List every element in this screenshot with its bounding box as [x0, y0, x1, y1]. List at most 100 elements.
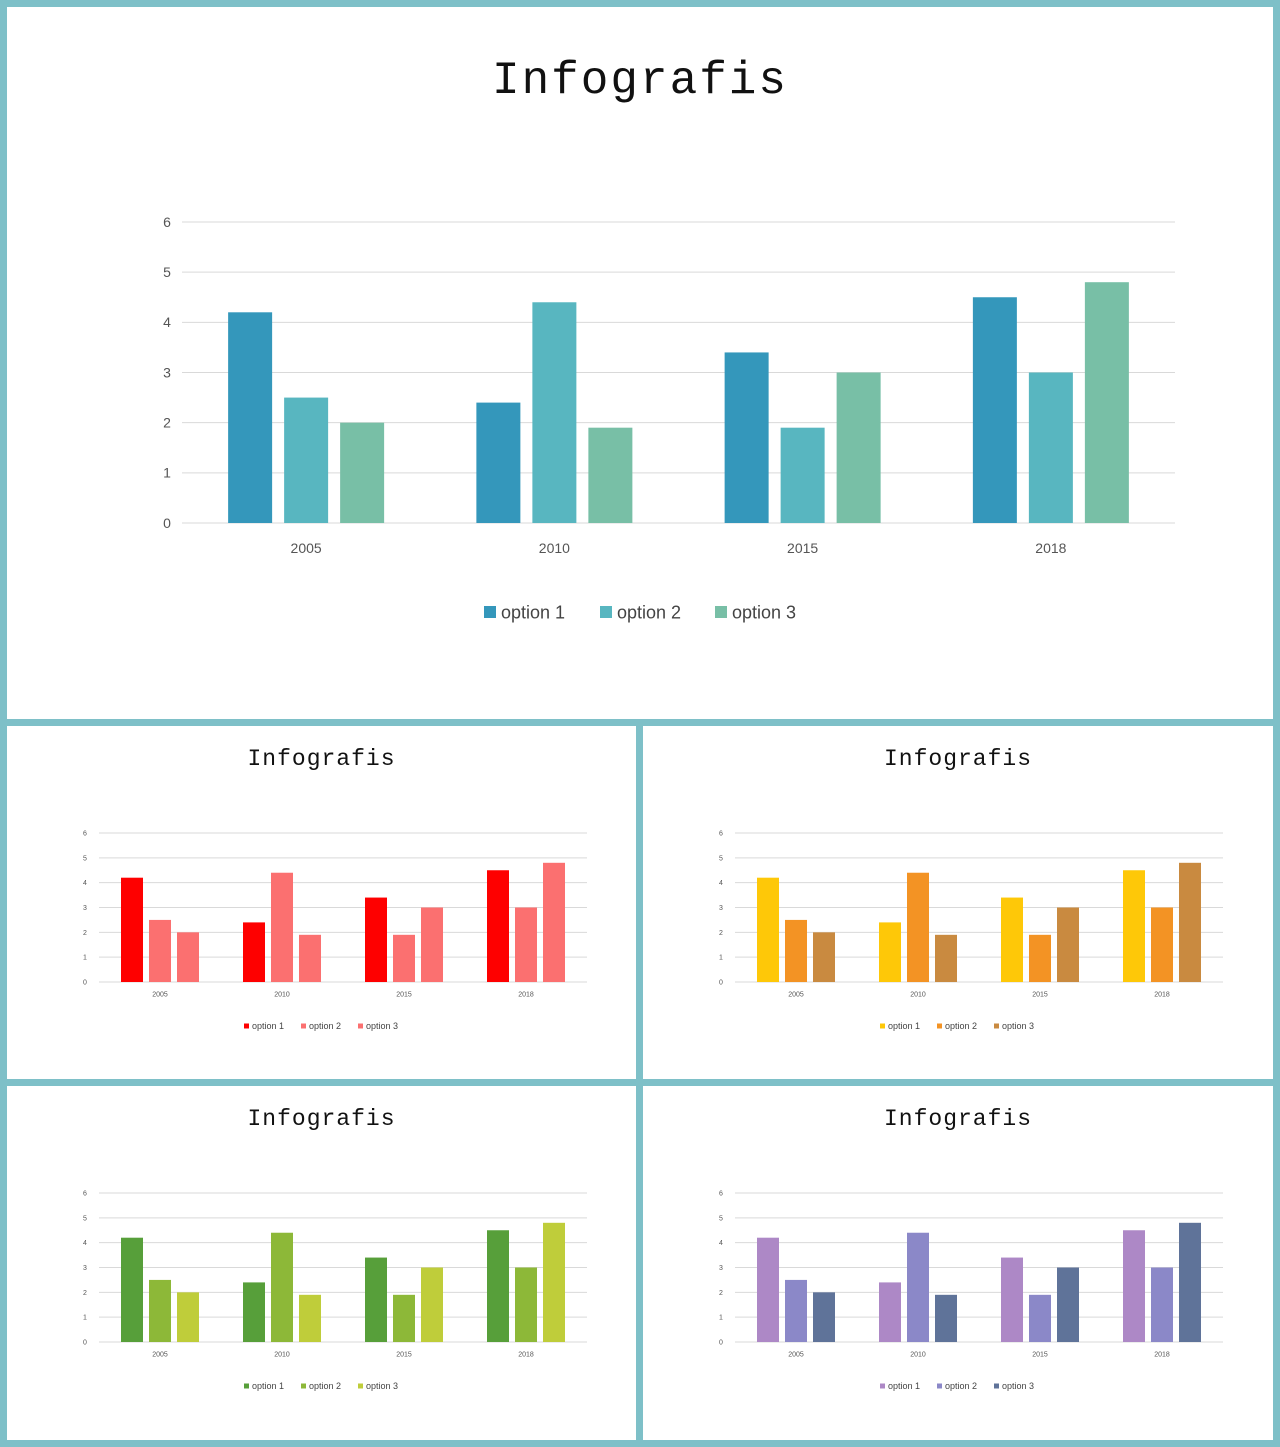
- bar-option-3: [813, 932, 835, 982]
- y-tick-label: 3: [83, 905, 87, 912]
- y-tick-label: 3: [83, 1265, 87, 1272]
- bar-option-3: [177, 1292, 199, 1342]
- slide-orange: Infografis 0 1 2 3 4 5 6 2005 2010 2015 2018 option…: [643, 726, 1273, 1079]
- bar-option-1: [487, 1230, 509, 1342]
- legend-swatch: [244, 1383, 249, 1389]
- slide-green: Infografis 0 1 2 3 4 5 6 2005 2010 2015 2018 option…: [7, 1086, 636, 1440]
- bar-option-1: [879, 1282, 901, 1342]
- y-tick-label: 0: [83, 1339, 87, 1346]
- bar-option-2: [1151, 1267, 1173, 1342]
- x-tick-label: 2005: [788, 1351, 804, 1358]
- legend-swatch: [937, 1023, 942, 1029]
- bar-option-1: [1123, 1230, 1145, 1342]
- slide-title: Infografis: [883, 746, 1033, 772]
- y-tick-label: 6: [83, 830, 87, 837]
- y-tick-label: 0: [163, 515, 171, 531]
- bar-option-1: [121, 877, 143, 982]
- y-tick-label: 2: [83, 930, 87, 937]
- bar-chart: 0 1 2 3 4 5 6 2005 2010 2015 2018 option 1 option 2 o…: [719, 1190, 1223, 1391]
- bar-option-2: [907, 872, 929, 982]
- bar-option-2: [532, 302, 577, 523]
- legend-label: option 2: [945, 1381, 977, 1391]
- bar-option-3: [1057, 1267, 1079, 1342]
- bar-option-1: [476, 402, 521, 523]
- slide-title: Infografis: [247, 746, 396, 772]
- bar-option-3: [543, 1222, 565, 1342]
- bar-option-1: [879, 922, 901, 982]
- legend-label: option 1: [252, 1381, 284, 1391]
- x-tick-label: 2005: [152, 991, 168, 998]
- bar-option-2: [1029, 934, 1051, 982]
- x-tick-label: 2010: [539, 540, 570, 556]
- bar-option-1: [1001, 897, 1023, 982]
- bar-option-3: [1179, 1222, 1201, 1342]
- bar-option-2: [1029, 1294, 1051, 1342]
- bar-option-1: [1001, 1257, 1023, 1342]
- y-tick-label: 2: [83, 1290, 87, 1297]
- x-tick-label: 2015: [1032, 1351, 1048, 1358]
- legend-label: option 2: [945, 1021, 977, 1031]
- bar-option-2: [393, 1294, 415, 1342]
- y-tick-label: 2: [163, 415, 171, 431]
- legend-swatch: [937, 1383, 942, 1389]
- bar-option-3: [421, 1267, 443, 1342]
- bar-option-3: [935, 1294, 957, 1342]
- x-tick-label: 2005: [152, 1351, 168, 1358]
- y-tick-label: 1: [83, 955, 87, 962]
- bar-option-1: [365, 897, 387, 982]
- y-tick-label: 4: [163, 314, 171, 330]
- y-tick-label: 1: [719, 955, 723, 962]
- bar-option-1: [243, 1282, 265, 1342]
- legend-swatch: [600, 606, 612, 618]
- bar-option-2: [785, 1279, 807, 1342]
- legend-swatch: [994, 1383, 999, 1389]
- bar-option-3: [1084, 282, 1129, 523]
- bar-option-2: [1028, 372, 1073, 523]
- legend-swatch: [358, 1023, 363, 1029]
- y-tick-label: 0: [719, 979, 723, 986]
- slide-title: Infografis: [491, 55, 789, 107]
- legend-label: option 1: [252, 1021, 284, 1031]
- bar-option-3: [813, 1292, 835, 1342]
- bar-option-3: [935, 934, 957, 982]
- legend-swatch: [301, 1383, 306, 1389]
- legend-swatch: [994, 1023, 999, 1029]
- bar-option-1: [757, 1237, 779, 1342]
- legend-swatch: [880, 1023, 885, 1029]
- y-tick-label: 5: [83, 1215, 87, 1222]
- legend-label: option 1: [888, 1021, 920, 1031]
- y-tick-label: 3: [719, 1265, 723, 1272]
- x-tick-label: 2010: [274, 991, 290, 998]
- y-tick-label: 4: [83, 1240, 87, 1247]
- x-tick-label: 2018: [518, 1351, 534, 1358]
- legend-label: option 2: [309, 1021, 341, 1031]
- legend-label: option 3: [1002, 1381, 1034, 1391]
- y-tick-label: 0: [719, 1339, 723, 1346]
- bar-option-2: [284, 397, 329, 523]
- bar-option-3: [1057, 907, 1079, 982]
- y-tick-label: 6: [719, 1190, 723, 1197]
- legend-label: option 3: [366, 1021, 398, 1031]
- bar-option-1: [121, 1237, 143, 1342]
- legend-swatch: [301, 1023, 306, 1029]
- bar-chart: 0 1 2 3 4 5 6 2005 2010 2015 2018 option 1 option 2 o…: [719, 830, 1223, 1031]
- slide-main: Infografis 0 1 2 3 4 5 6 2005 2010 2015 2018 option…: [7, 7, 1273, 719]
- slide-title: Infografis: [883, 1106, 1033, 1132]
- y-tick-label: 1: [719, 1315, 723, 1322]
- bar-option-2: [271, 872, 293, 982]
- x-tick-label: 2005: [788, 991, 804, 998]
- x-tick-label: 2018: [1154, 1351, 1170, 1358]
- bar-option-1: [487, 870, 509, 982]
- legend-swatch: [715, 606, 727, 618]
- bar-option-1: [365, 1257, 387, 1342]
- x-tick-label: 2018: [518, 991, 534, 998]
- legend-label: option 3: [1002, 1021, 1034, 1031]
- slide-red: Infografis 0 1 2 3 4 5 6 2005 2010 2015 2018 option…: [7, 726, 636, 1079]
- bar-chart: 0 1 2 3 4 5 6 2005 2010 2015 2018 option 1 option 2 o…: [83, 1190, 587, 1391]
- bar-option-3: [543, 862, 565, 982]
- legend-label: option 1: [501, 602, 565, 622]
- bar-option-2: [780, 427, 825, 523]
- bar-option-1: [757, 877, 779, 982]
- bar-option-1: [228, 312, 273, 523]
- x-tick-label: 2005: [291, 540, 322, 556]
